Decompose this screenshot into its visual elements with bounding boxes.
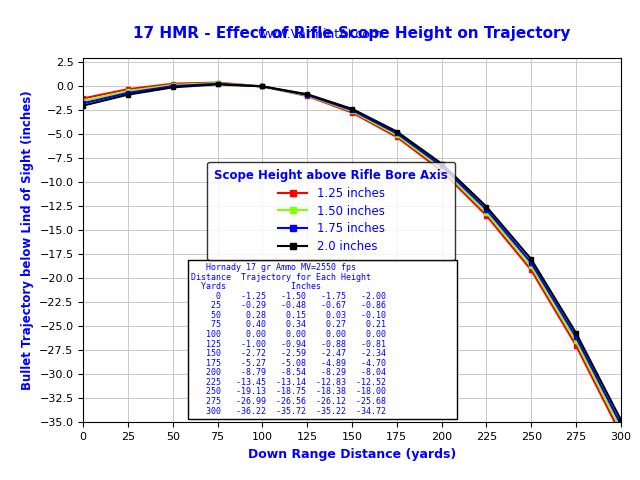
X-axis label: Down Range Distance (yards): Down Range Distance (yards) [248, 448, 456, 461]
Title: 17 HMR - Effect of Rifle Scope Height on Trajectory: 17 HMR - Effect of Rifle Scope Height on… [133, 26, 571, 41]
Text: 175    -5.27   -5.08   -4.89   -4.70: 175 -5.27 -5.08 -4.89 -4.70 [191, 359, 386, 368]
Text: 275   -26.99  -26.56  -26.12  -25.68: 275 -26.99 -26.56 -26.12 -25.68 [191, 397, 386, 406]
Text: 225   -13.45  -13.14  -12.83  -12.52: 225 -13.45 -13.14 -12.83 -12.52 [191, 378, 386, 387]
Text: 0    -1.25   -1.50   -1.75   -2.00: 0 -1.25 -1.50 -1.75 -2.00 [191, 292, 386, 300]
Text: Distance  Trajectory for Each Height: Distance Trajectory for Each Height [191, 273, 371, 282]
Text: 50     0.28    0.15    0.03   -0.10: 50 0.28 0.15 0.03 -0.10 [191, 311, 386, 320]
Text: 75     0.40    0.34    0.27    0.21: 75 0.40 0.34 0.27 0.21 [191, 321, 386, 329]
Text: www.VarmintAI.com: www.VarmintAI.com [257, 28, 383, 41]
Text: 250   -19.13  -18.75  -18.38  -18.00: 250 -19.13 -18.75 -18.38 -18.00 [191, 387, 386, 396]
Bar [188, 260, 457, 419]
Text: 25    -0.29   -0.48   -0.67   -0.86: 25 -0.29 -0.48 -0.67 -0.86 [191, 301, 386, 310]
Y-axis label: Bullet Trajectory below Lind of Sight (inches): Bullet Trajectory below Lind of Sight (i… [20, 90, 34, 390]
Text: 200    -8.79   -8.54   -8.29   -8.04: 200 -8.79 -8.54 -8.29 -8.04 [191, 368, 386, 377]
Text: 150    -2.72   -2.59   -2.47   -2.34: 150 -2.72 -2.59 -2.47 -2.34 [191, 349, 386, 358]
Text: 100     0.00    0.00    0.00    0.00: 100 0.00 0.00 0.00 0.00 [191, 330, 386, 339]
Text: Yards             Inches: Yards Inches [191, 282, 321, 291]
Text: 300   -36.22  -35.72  -35.22  -34.72: 300 -36.22 -35.72 -35.22 -34.72 [191, 407, 386, 416]
Legend: 1.25 inches, 1.50 inches, 1.75 inches, 2.0 inches: 1.25 inches, 1.50 inches, 1.75 inches, 2… [207, 162, 455, 260]
Text: Hornady 17 gr Ammo MV=2550 fps: Hornady 17 gr Ammo MV=2550 fps [191, 263, 356, 272]
Text: 125    -1.00   -0.94   -0.88   -0.81: 125 -1.00 -0.94 -0.88 -0.81 [191, 339, 386, 348]
